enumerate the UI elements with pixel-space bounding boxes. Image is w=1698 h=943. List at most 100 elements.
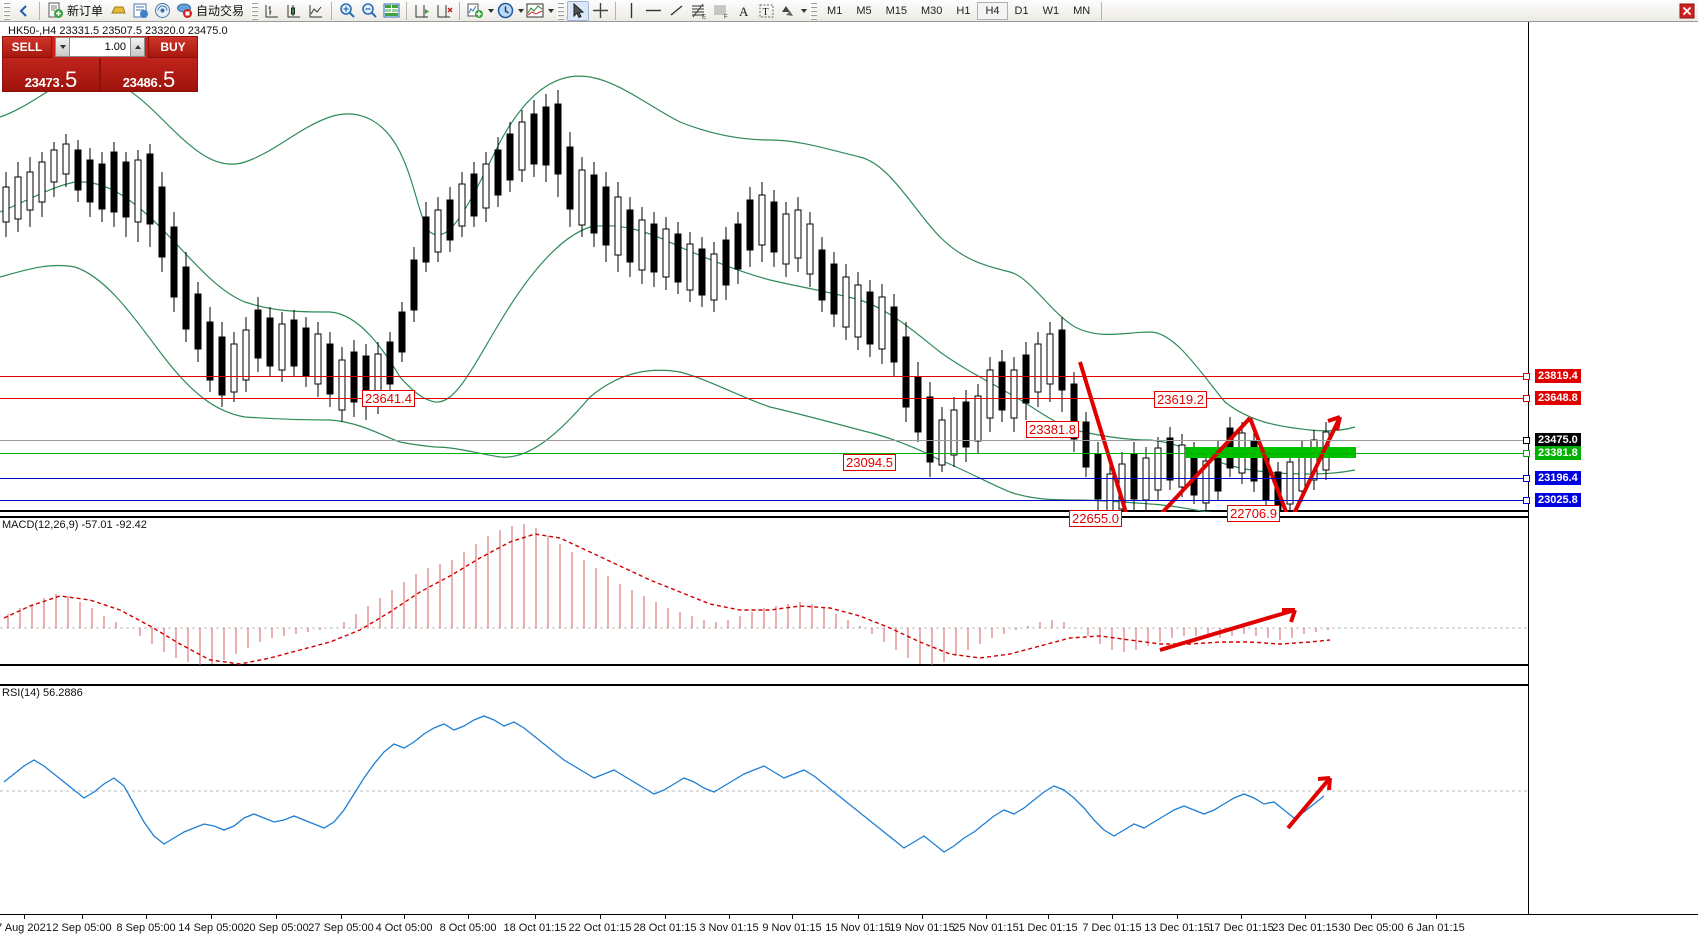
price-level-tag[interactable]: 23648.8 xyxy=(1535,391,1581,405)
price-level-tag[interactable]: 23381.8 xyxy=(1535,446,1581,460)
price-level-handle[interactable] xyxy=(1523,450,1530,457)
trendline-icon[interactable] xyxy=(665,1,687,21)
time-tick-mark xyxy=(211,915,212,919)
support-line-2[interactable] xyxy=(0,500,1528,501)
shapes-dropdown-caret[interactable] xyxy=(801,8,808,13)
toolbar-grip[interactable] xyxy=(3,1,10,20)
channel-icon[interactable]: F xyxy=(710,1,733,21)
price-level-tag[interactable]: 23196.4 xyxy=(1535,471,1581,485)
time-axis-label: 14 Sep 05:00 xyxy=(178,922,244,934)
period-clock-icon[interactable] xyxy=(494,1,516,21)
timeframe-mn[interactable]: MN xyxy=(1073,4,1091,17)
price-level-tag[interactable]: 23475.0 xyxy=(1535,433,1581,447)
resistance-line-2[interactable] xyxy=(0,398,1528,399)
vertical-line-icon[interactable] xyxy=(620,1,642,21)
time-tick-mark xyxy=(82,915,83,919)
chart-shift-icon[interactable] xyxy=(411,1,433,21)
cursor-icon[interactable] xyxy=(567,0,590,21)
volume-increment-button[interactable] xyxy=(130,37,145,57)
text-label-icon[interactable]: T xyxy=(755,1,777,21)
time-axis-label: 8 Oct 05:00 xyxy=(439,922,497,934)
chart-annotation-label[interactable]: 23094.5 xyxy=(843,454,896,471)
price-level-tag[interactable]: 23819.4 xyxy=(1535,369,1581,383)
price-level-tag[interactable]: 23025.8 xyxy=(1535,493,1581,507)
time-axis[interactable]: 7 Aug 2021 2 Sep 05:00 8 Sep 05:00 14 Sep 0… xyxy=(0,914,1698,943)
gold-bar-icon[interactable] xyxy=(107,1,129,21)
auto-trading-icon[interactable] xyxy=(173,1,195,21)
support-line-1[interactable] xyxy=(0,478,1528,479)
zoom-in-icon[interactable] xyxy=(336,1,358,21)
volume-input[interactable]: 1.00 xyxy=(70,37,130,57)
price-pane[interactable]: HK50-,H4 23331.5 23507.5 23320.0 23475.0 xyxy=(0,22,1528,512)
sell-button[interactable]: SELL xyxy=(2,36,52,58)
new-order-icon[interactable] xyxy=(44,1,66,21)
text-icon[interactable]: A xyxy=(733,1,755,21)
rsi-trend-arrow xyxy=(1286,776,1332,830)
macd-pane[interactable]: MACD(12,26,9) -57.01 -92.42 xyxy=(0,516,1528,666)
time-tick-mark xyxy=(922,915,923,919)
toolbar-grip-3[interactable] xyxy=(557,1,565,20)
green-level-line[interactable] xyxy=(0,453,1528,454)
buy-button[interactable]: BUY xyxy=(148,36,198,58)
signals-icon[interactable] xyxy=(151,1,173,21)
timeframe-d1[interactable]: D1 xyxy=(1014,4,1029,17)
auto-trading-label[interactable]: 自动交易 xyxy=(196,4,245,18)
timeframe-m15[interactable]: M15 xyxy=(885,4,907,17)
timeframe-m1[interactable]: M1 xyxy=(827,4,843,17)
toolbar-grip-4[interactable] xyxy=(810,1,818,20)
price-level-handle[interactable] xyxy=(1523,395,1530,402)
chart-area[interactable]: HK50-,H4 23331.5 23507.5 23320.0 23475.0 xyxy=(0,22,1698,943)
chart-annotation-label[interactable]: 23641.4 xyxy=(362,390,415,407)
volume-control[interactable]: 1.00 xyxy=(52,36,148,58)
rsi-pane[interactable]: RSI(14) 56.2886 xyxy=(0,684,1528,914)
new-order-label[interactable]: 新订单 xyxy=(67,4,104,18)
timeframe-m30[interactable]: M30 xyxy=(921,4,943,17)
volume-decrement-button[interactable] xyxy=(55,37,70,57)
chart-annotation-label[interactable]: 22706.9 xyxy=(1227,505,1280,522)
svg-text:A: A xyxy=(739,4,749,19)
timeframe-m5[interactable]: M5 xyxy=(856,4,872,17)
time-axis-label: 20 Sep 05:00 xyxy=(243,922,309,934)
resistance-line-1[interactable] xyxy=(0,376,1528,377)
main-toolbar: 新订单 自动交易 xyxy=(0,0,1698,22)
sell-price-display[interactable]: 23473 . 5 xyxy=(2,58,100,92)
chart-annotation-label[interactable]: 23619.2 xyxy=(1154,391,1207,408)
candlesticks xyxy=(2,90,1330,512)
time-axis-label: 17 Dec 01:15 xyxy=(1208,922,1274,934)
toolbar-grip-2[interactable] xyxy=(251,1,259,20)
indicators-dropdown-caret[interactable] xyxy=(488,8,495,13)
buy-price-display[interactable]: 23486 . 5 xyxy=(100,58,198,92)
period-dropdown-caret[interactable] xyxy=(518,8,525,13)
svg-text:F: F xyxy=(724,14,728,19)
auto-scroll-icon[interactable] xyxy=(433,1,455,21)
crosshair-icon[interactable] xyxy=(589,1,611,21)
close-icon[interactable] xyxy=(1676,1,1698,21)
templates-icon[interactable] xyxy=(524,1,546,21)
one-click-trading-panel[interactable]: SELL 1.00 BUY 23473 . 5 23486 . 5 xyxy=(2,36,198,92)
shapes-icon[interactable] xyxy=(777,1,799,21)
price-level-handle[interactable] xyxy=(1523,497,1530,504)
chart-annotation-label[interactable]: 22655.0 xyxy=(1069,510,1122,527)
data-window-icon[interactable] xyxy=(380,1,402,21)
horizontal-line-icon[interactable] xyxy=(642,1,665,21)
terminal-icon[interactable] xyxy=(129,1,151,21)
price-level-handle[interactable] xyxy=(1523,373,1530,380)
trade-panel-top-row: SELL 1.00 BUY xyxy=(2,36,198,58)
timeframe-h1[interactable]: H1 xyxy=(956,4,971,17)
candle-chart-icon[interactable] xyxy=(283,1,305,21)
timeframe-h4[interactable]: H4 xyxy=(977,1,1008,20)
time-axis-label: 19 Nov 01:15 xyxy=(889,922,955,934)
line-chart-icon[interactable] xyxy=(305,1,327,21)
time-axis-label: 23 Dec 01:15 xyxy=(1272,922,1338,934)
price-level-handle[interactable] xyxy=(1523,475,1530,482)
back-arrow-icon[interactable] xyxy=(13,1,35,21)
bar-chart-icon[interactable] xyxy=(261,1,283,21)
chart-annotation-label[interactable]: 23381.8 xyxy=(1026,421,1079,438)
zoom-out-icon[interactable] xyxy=(358,1,380,21)
timeframe-w1[interactable]: W1 xyxy=(1042,4,1060,17)
indicators-icon[interactable] xyxy=(464,1,486,21)
price-level-handle[interactable] xyxy=(1523,437,1530,444)
templates-dropdown-caret[interactable] xyxy=(548,8,555,13)
price-axis[interactable]: 26507.026262.026017.025772.025527.025282… xyxy=(1523,22,1698,914)
fibonacci-icon[interactable]: E xyxy=(687,1,710,21)
